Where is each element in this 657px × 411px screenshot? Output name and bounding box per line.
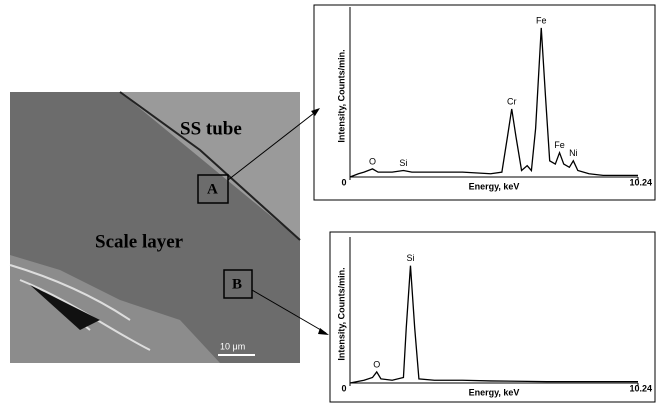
label: A xyxy=(207,181,218,197)
label: Scale layer xyxy=(95,231,184,252)
peak-label: O xyxy=(369,156,376,166)
peak-label: Si xyxy=(399,158,407,168)
peak-label: O xyxy=(373,359,380,369)
spectrum-line xyxy=(349,27,638,178)
spectrum-frame xyxy=(313,4,656,201)
x-tick-label: 10.24 xyxy=(629,383,652,393)
y-axis-label: Intensity, Counts/min. xyxy=(336,49,346,142)
x-tick-label: 0 xyxy=(341,383,346,393)
spectrum-frame xyxy=(329,231,656,403)
x-axis-label: Energy, keV xyxy=(469,181,520,191)
x-tick-label: 10.24 xyxy=(629,177,652,187)
peak-label: Si xyxy=(406,253,414,263)
spectrum-line xyxy=(349,265,638,384)
y-axis-label: Intensity, Counts/min. xyxy=(336,267,346,360)
x-axis-label: Energy, keV xyxy=(469,387,520,397)
scale-bar-label: 10 μm xyxy=(220,341,245,351)
peak-label: Fe xyxy=(554,140,565,150)
x-tick-label: 0 xyxy=(341,177,346,187)
label: SS tube xyxy=(180,118,242,139)
peak-label: Fe xyxy=(536,15,547,25)
peak-label: Ni xyxy=(569,148,578,158)
sem-image xyxy=(9,91,329,363)
peak-label: Cr xyxy=(507,96,517,106)
label: B xyxy=(232,276,242,292)
